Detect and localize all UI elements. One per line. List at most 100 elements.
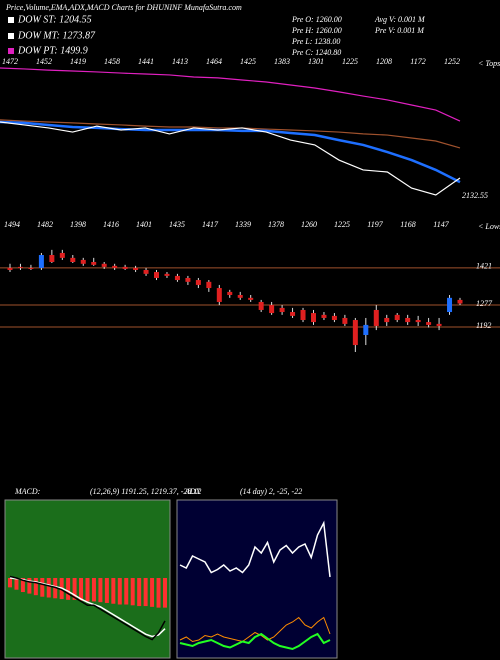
- candle-body: [258, 301, 264, 310]
- macd-hist-bar: [46, 578, 51, 598]
- top-label: 1464: [206, 57, 222, 66]
- macd-hist-bar: [8, 578, 12, 588]
- macd-hist-bar: [150, 578, 155, 607]
- candle-body: [405, 317, 411, 323]
- legend-swatch: [8, 17, 14, 23]
- candle-body: [457, 299, 463, 304]
- top-label: 1147: [433, 220, 449, 229]
- macd-hist-bar: [85, 578, 90, 602]
- candle-body: [143, 269, 149, 274]
- avg-v: Avg V: 0.001 M: [374, 15, 426, 24]
- price-line: [0, 67, 461, 122]
- candle-body: [164, 273, 170, 276]
- adx-params: (14 day) 2, -25, -22: [240, 487, 302, 496]
- candle-body: [59, 252, 65, 258]
- top-label: 1301: [308, 57, 324, 66]
- candle-body: [7, 267, 13, 270]
- candle-body: [426, 322, 432, 325]
- dow-mt: DOW MT: 1273.87: [17, 30, 96, 41]
- candle-body: [101, 263, 107, 267]
- candle-body: [373, 309, 379, 326]
- candle-body: [80, 259, 86, 264]
- top-label: 1225: [342, 57, 358, 66]
- top-label: 1168: [400, 220, 415, 229]
- pre-l: Pre L: 1238.00: [291, 37, 340, 46]
- macd-hist-bar: [66, 578, 71, 600]
- top-label: 1417: [202, 220, 219, 229]
- top-label: 1482: [37, 220, 53, 229]
- top-label: 1339: [235, 220, 251, 229]
- candle-body: [447, 297, 453, 313]
- top-label: 1494: [4, 220, 20, 229]
- candle-body: [321, 314, 327, 318]
- level-label: 1421: [476, 262, 492, 271]
- candle-body: [300, 309, 306, 321]
- macd-params: (12,26,9) 1191.25, 1219.37, -28.12: [90, 487, 201, 496]
- macd-hist-bar: [20, 578, 25, 593]
- price-line: [0, 120, 461, 184]
- macd-hist-bar: [40, 578, 45, 597]
- pre-c: Pre C: 1240.80: [291, 48, 341, 57]
- macd-hist-bar: [111, 578, 116, 604]
- top-label: 1401: [136, 220, 152, 229]
- level-label: 1192: [476, 321, 491, 330]
- annotation: 2132.55: [462, 191, 488, 200]
- candle-body: [91, 261, 97, 265]
- candle-body: [384, 317, 390, 323]
- pre-o: Pre O: 1260.00: [291, 15, 342, 24]
- candle-body: [342, 317, 348, 324]
- candle-body: [352, 320, 358, 346]
- right-label: < Lows: [478, 222, 500, 231]
- candle-body: [70, 257, 76, 262]
- candle-body: [331, 315, 337, 321]
- top-label: 1413: [172, 57, 188, 66]
- macd-hist-bar: [124, 578, 129, 605]
- candle-body: [38, 255, 44, 268]
- candle-body: [436, 323, 442, 326]
- candle-body: [279, 307, 285, 313]
- right-label: < Tops: [478, 59, 500, 68]
- candle-body: [154, 272, 160, 278]
- candle-body: [269, 305, 275, 314]
- macd-hist-bar: [98, 578, 103, 603]
- macd-hist-bar: [117, 578, 122, 605]
- candle-body: [133, 267, 139, 270]
- candle-body: [185, 277, 191, 282]
- macd-line: [9, 575, 166, 641]
- top-label: 1435: [169, 220, 185, 229]
- candle-body: [363, 324, 369, 335]
- pre-h: Pre H: 1260.00: [291, 26, 342, 35]
- level-label: 1277: [476, 299, 493, 308]
- candle-body: [415, 320, 421, 323]
- price-line: [0, 121, 461, 196]
- candle-body: [248, 297, 254, 300]
- price-line: [0, 119, 461, 149]
- top-label: 1172: [410, 57, 425, 66]
- title: Price,Volume,EMA,ADX,MACD Charts for DHU…: [5, 3, 242, 12]
- top-label: 1260: [301, 220, 317, 229]
- signal-line: [9, 577, 166, 638]
- plus-di-line: [179, 632, 331, 651]
- top-label: 1416: [103, 220, 119, 229]
- dow-pt: DOW PT: 1499.9: [17, 45, 88, 56]
- candle-body: [227, 291, 233, 295]
- minus-di-line: [179, 616, 331, 643]
- top-label: 1425: [240, 57, 256, 66]
- candle-body: [310, 313, 316, 323]
- top-label: 1208: [376, 57, 392, 66]
- top-label: 1458: [104, 57, 120, 66]
- top-label: 1225: [334, 220, 350, 229]
- candle-body: [206, 281, 212, 289]
- macd-hist-bar: [27, 578, 32, 594]
- top-label: 1472: [2, 57, 18, 66]
- adx-panel: [176, 499, 338, 659]
- candle-body: [112, 265, 118, 268]
- macd-hist-bar: [137, 578, 142, 607]
- candle-body: [216, 288, 222, 302]
- macd-hist-bar: [143, 578, 148, 607]
- adx-label: ADX: [184, 487, 202, 496]
- macd-hist-bar: [156, 578, 161, 608]
- top-label: 1252: [444, 57, 460, 66]
- macd-hist-bar: [72, 578, 77, 600]
- legend-swatch: [8, 33, 14, 39]
